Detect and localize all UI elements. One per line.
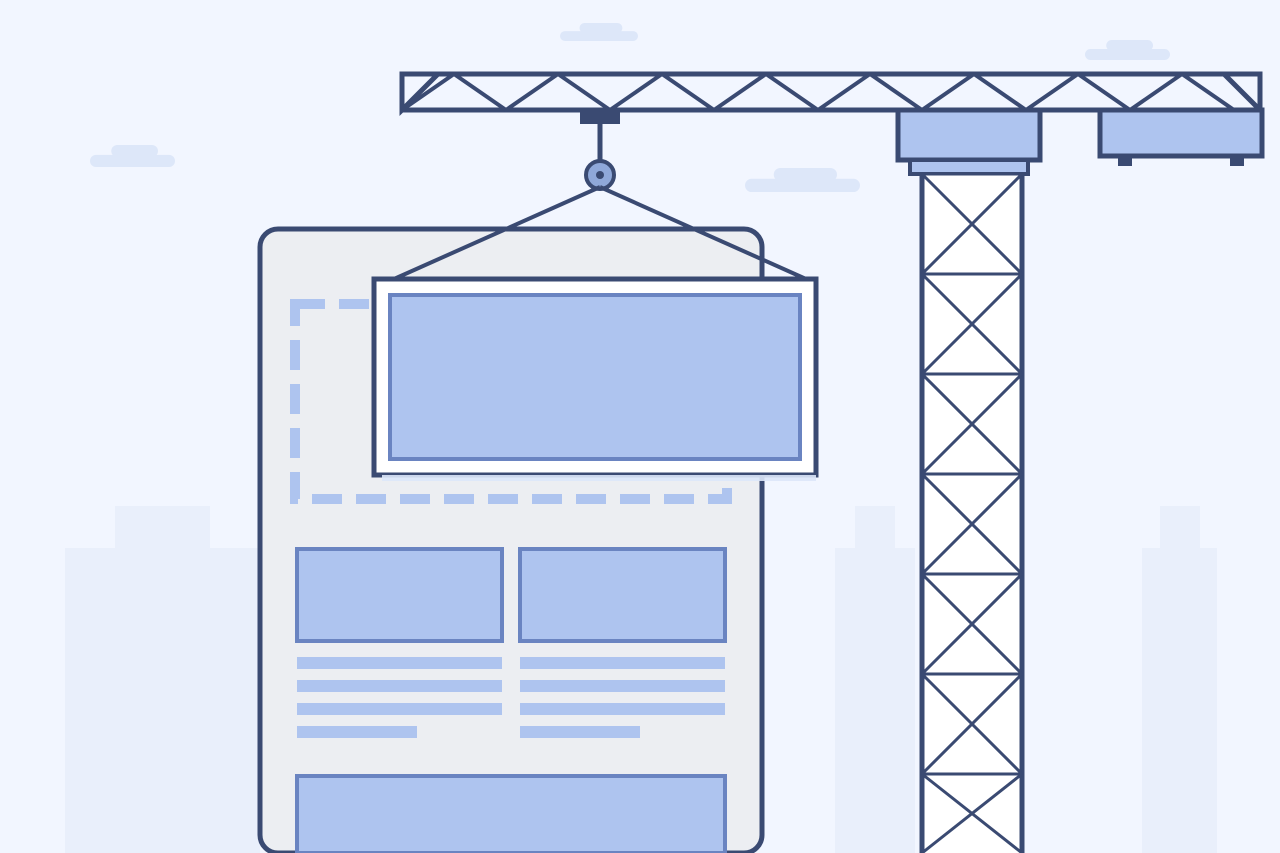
- hero-panel: [374, 279, 816, 481]
- wireframe-text-line: [297, 726, 417, 738]
- building-silhouette: [1142, 506, 1217, 853]
- wireframe-image-block: [297, 549, 502, 641]
- wireframe-text-line: [520, 726, 640, 738]
- crane-webpage-illustration: [0, 0, 1280, 853]
- wireframe-text-line: [297, 680, 502, 692]
- building-silhouette: [65, 506, 260, 853]
- crane-trolley: [580, 110, 620, 124]
- wireframe-text-line: [520, 703, 725, 715]
- wireframe-text-line: [520, 657, 725, 669]
- building-silhouette: [835, 506, 915, 853]
- crane-cabin: [898, 110, 1040, 160]
- crane-tower: [922, 174, 1022, 853]
- wireframe-text-line: [297, 657, 502, 669]
- crane-counterweight: [1100, 110, 1262, 156]
- wireframe-text-line: [520, 680, 725, 692]
- wireframe-image-block: [520, 549, 725, 641]
- wireframe-text-line: [297, 703, 502, 715]
- wireframe-footer-block: [297, 776, 725, 853]
